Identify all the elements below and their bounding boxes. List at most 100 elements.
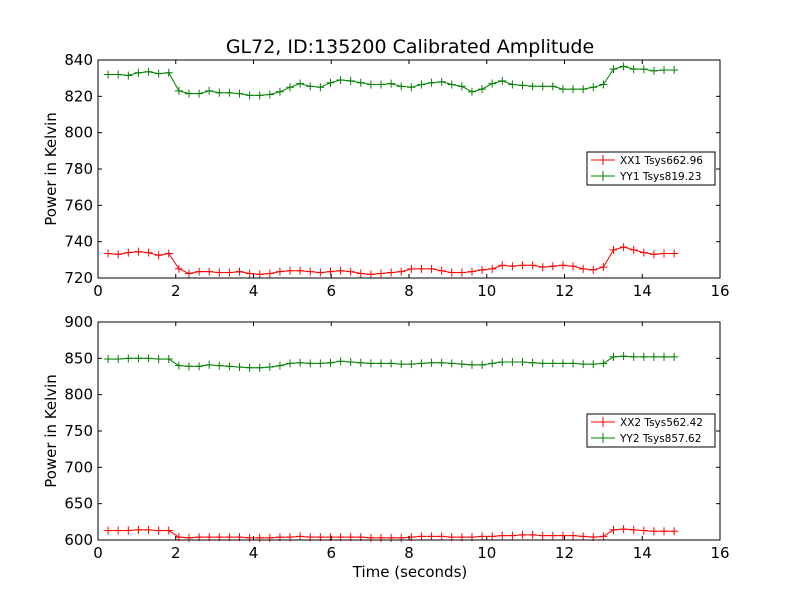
data-point-xx2 bbox=[660, 527, 669, 536]
data-point-yy2 bbox=[447, 359, 456, 368]
bottom-plot-legend: XX2 Tsys562.42 YY2 Tsys857.62 bbox=[586, 413, 716, 448]
data-point-yy1 bbox=[336, 75, 345, 84]
data-point-xx2 bbox=[579, 532, 588, 541]
data-point-yy1 bbox=[589, 83, 598, 92]
data-point-yy2 bbox=[599, 359, 608, 368]
data-point-yy1 bbox=[296, 79, 305, 88]
top-plot-xtick-label: 0 bbox=[93, 282, 103, 300]
data-point-xx1 bbox=[629, 245, 638, 254]
data-point-xx1 bbox=[467, 267, 476, 276]
data-point-yy2 bbox=[275, 361, 284, 370]
data-point-xx1 bbox=[377, 269, 386, 278]
data-point-yy2 bbox=[579, 360, 588, 369]
data-point-xx2 bbox=[649, 527, 658, 536]
data-point-yy2 bbox=[296, 358, 305, 367]
data-point-xx1 bbox=[498, 261, 507, 270]
data-point-yy1 bbox=[114, 70, 123, 79]
top-plot-ytick-label: 840 bbox=[64, 51, 93, 69]
data-point-xx2 bbox=[417, 532, 426, 541]
data-point-xx2 bbox=[629, 525, 638, 534]
data-point-yy1 bbox=[346, 76, 355, 85]
data-point-xx2 bbox=[609, 525, 618, 534]
data-point-yy1 bbox=[488, 79, 497, 88]
data-point-yy1 bbox=[397, 82, 406, 91]
data-point-xx2 bbox=[558, 531, 567, 540]
data-point-xx2 bbox=[427, 532, 436, 541]
data-point-xx2 bbox=[508, 531, 517, 540]
data-point-xx2 bbox=[124, 526, 133, 535]
top-plot-xtick-label: 12 bbox=[555, 282, 574, 300]
data-point-yy1 bbox=[316, 83, 325, 92]
data-point-yy1 bbox=[235, 89, 244, 98]
legend-label-xx2: XX2 Tsys562.42 bbox=[620, 417, 703, 429]
data-point-yy2 bbox=[174, 361, 183, 370]
data-point-yy2 bbox=[629, 352, 638, 361]
data-point-xx1 bbox=[528, 261, 537, 270]
data-point-xx1 bbox=[326, 267, 335, 276]
data-point-yy1 bbox=[195, 89, 204, 98]
data-point-yy2 bbox=[356, 358, 365, 367]
bottom-plot-xtick-label: 16 bbox=[710, 544, 729, 562]
data-point-xx1 bbox=[457, 268, 466, 277]
data-point-xx2 bbox=[538, 531, 547, 540]
data-point-xx1 bbox=[599, 263, 608, 272]
data-point-yy2 bbox=[518, 357, 527, 366]
data-point-xx1 bbox=[397, 267, 406, 276]
data-point-yy2 bbox=[164, 355, 173, 364]
legend-label-yy2: YY2 Tsys857.62 bbox=[619, 433, 701, 445]
data-point-yy2 bbox=[144, 354, 153, 363]
data-point-yy1 bbox=[518, 81, 527, 90]
data-point-yy1 bbox=[275, 87, 284, 96]
bottom-plot-xtick-label: 0 bbox=[93, 544, 103, 562]
data-point-xx2 bbox=[154, 526, 163, 535]
data-point-yy2 bbox=[569, 359, 578, 368]
data-point-yy2 bbox=[478, 360, 487, 369]
data-point-yy2 bbox=[417, 359, 426, 368]
data-point-yy1 bbox=[660, 65, 669, 74]
data-point-yy1 bbox=[447, 80, 456, 89]
bottom-plot-xtick-label: 8 bbox=[404, 544, 414, 562]
top-plot-xtick-label: 6 bbox=[326, 282, 336, 300]
data-point-xx2 bbox=[478, 532, 487, 541]
data-point-xx1 bbox=[336, 266, 345, 275]
data-point-yy1 bbox=[609, 65, 618, 74]
data-point-yy1 bbox=[164, 68, 173, 77]
data-point-yy2 bbox=[548, 359, 557, 368]
data-point-xx1 bbox=[548, 262, 557, 271]
data-point-xx2 bbox=[437, 532, 446, 541]
data-point-xx1 bbox=[164, 249, 173, 258]
bottom-plot-ytick-label: 800 bbox=[64, 386, 93, 404]
data-point-yy1 bbox=[326, 78, 335, 87]
data-point-xx1 bbox=[488, 264, 497, 273]
data-point-yy2 bbox=[326, 358, 335, 367]
data-point-xx2 bbox=[599, 532, 608, 541]
data-point-xx1 bbox=[427, 264, 436, 273]
top-plot-legend: XX1 Tsys662.96 YY1 Tsys819.23 bbox=[586, 151, 716, 186]
data-point-xx2 bbox=[548, 531, 557, 540]
data-point-yy1 bbox=[619, 62, 628, 71]
data-point-yy1 bbox=[184, 89, 193, 98]
data-point-xx2 bbox=[670, 527, 679, 536]
data-point-yy2 bbox=[467, 360, 476, 369]
data-point-yy2 bbox=[104, 355, 113, 364]
top-plot-ylabel: Power in Kelvin bbox=[42, 112, 60, 226]
data-point-yy1 bbox=[478, 85, 487, 94]
data-point-xx1 bbox=[579, 264, 588, 273]
data-point-xx1 bbox=[569, 262, 578, 271]
bottom-plot-ytick-label: 750 bbox=[64, 422, 93, 440]
top-plot-ytick-label: 780 bbox=[64, 160, 93, 178]
data-point-yy2 bbox=[589, 360, 598, 369]
data-point-yy2 bbox=[619, 352, 628, 361]
data-point-xx1 bbox=[286, 266, 295, 275]
bottom-plot-ytick-label: 650 bbox=[64, 495, 93, 513]
data-point-xx2 bbox=[569, 531, 578, 540]
data-point-xx1 bbox=[649, 250, 658, 259]
bottom-plot-xtick-label: 2 bbox=[171, 544, 181, 562]
data-point-yy2 bbox=[377, 359, 386, 368]
data-point-yy2 bbox=[124, 354, 133, 363]
data-point-xx1 bbox=[215, 268, 224, 277]
data-point-xx1 bbox=[195, 267, 204, 276]
data-point-yy1 bbox=[629, 65, 638, 74]
data-point-xx1 bbox=[407, 264, 416, 273]
data-point-yy2 bbox=[528, 358, 537, 367]
